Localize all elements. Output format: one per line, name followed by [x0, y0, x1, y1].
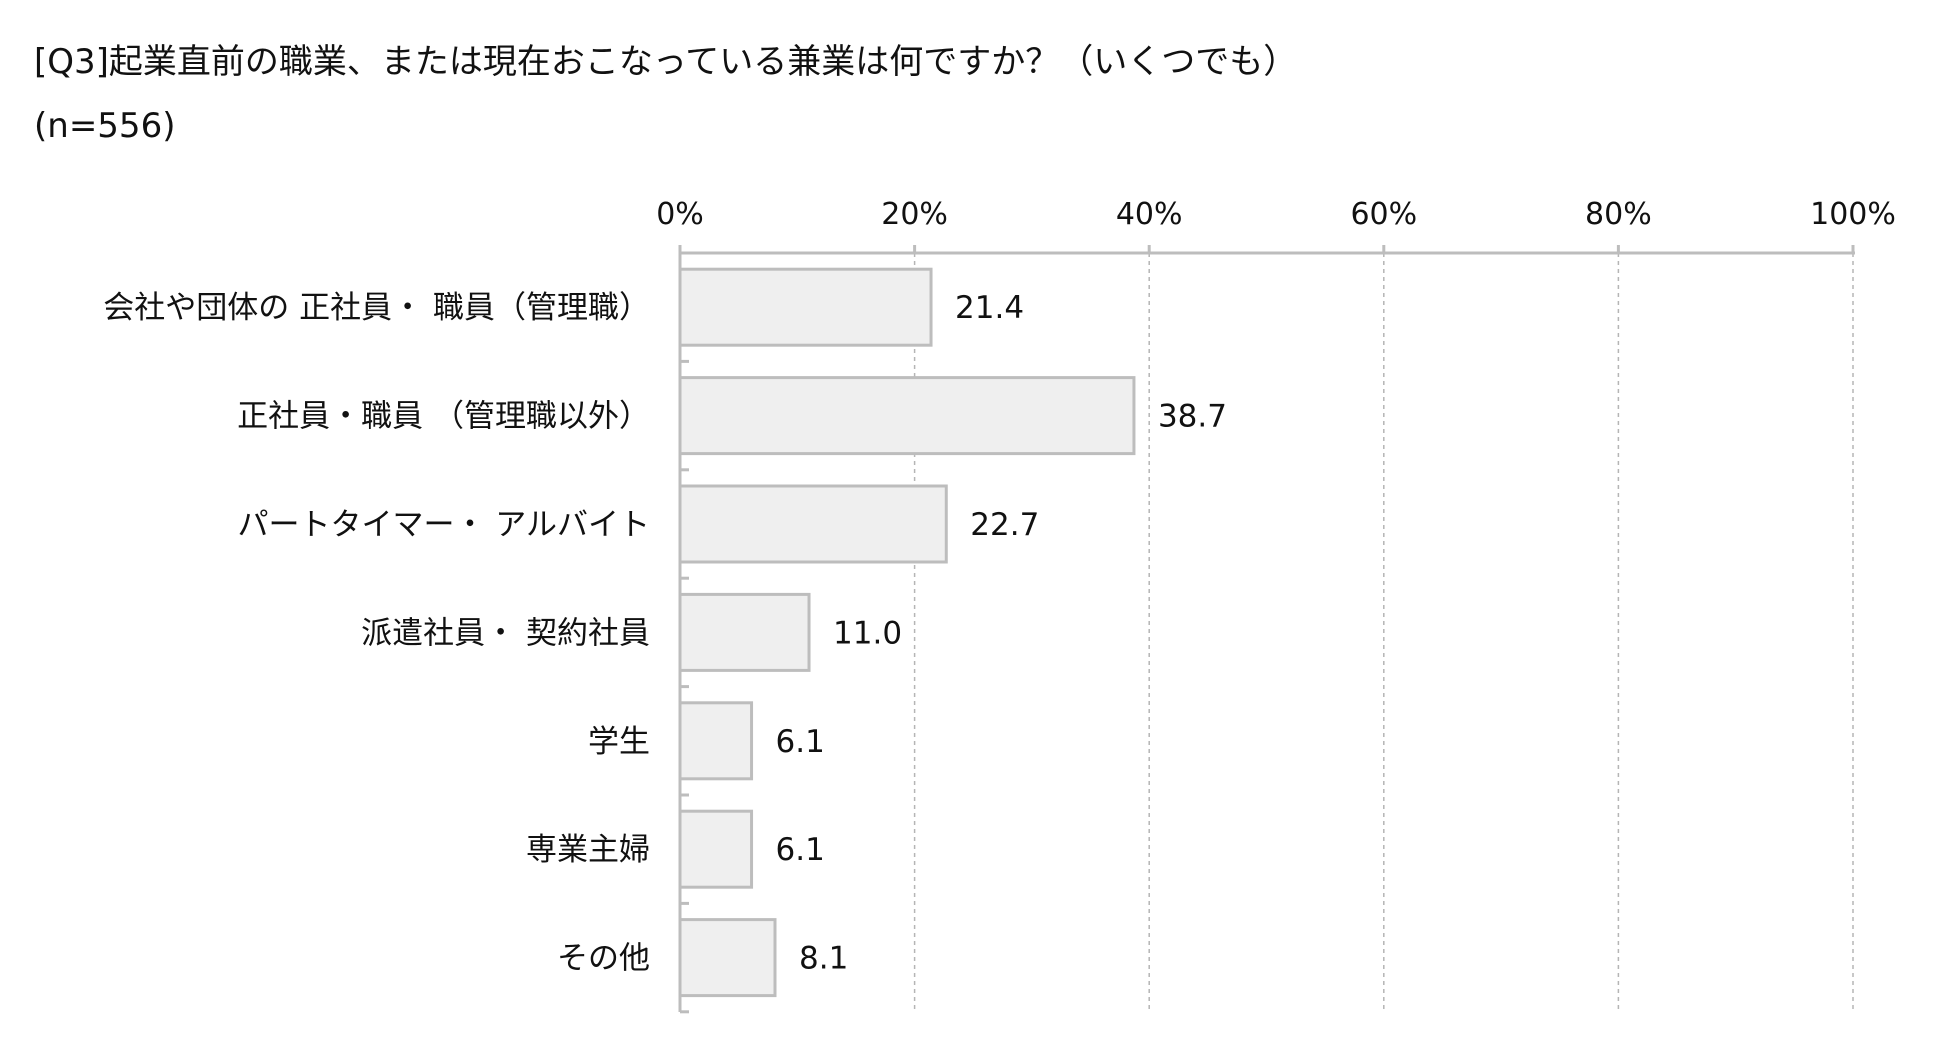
category-label: 学生 — [588, 724, 650, 760]
bar — [678, 809, 754, 889]
data-label: 22.7 — [970, 507, 1039, 543]
data-label: 6.1 — [776, 724, 825, 760]
category-label: その他 — [557, 941, 650, 977]
data-label: 11.0 — [833, 615, 902, 651]
x-tick-label: 80% — [1585, 197, 1652, 232]
category-label: 正社員・職員 （管理職以外） — [237, 399, 650, 435]
data-label: 6.1 — [776, 832, 825, 868]
gridlines — [913, 253, 1854, 1012]
category-label: パートタイマー・ アルバイト — [237, 507, 650, 543]
chart-sample-size: (n=556) — [34, 106, 176, 146]
bar — [678, 701, 754, 781]
labels: 0% 20% 40% 60% 80% 100% 21.4 会社や団体の 正社員・ 職員（管理職… — [103, 197, 1896, 977]
bar — [678, 376, 1136, 456]
bar — [678, 918, 777, 998]
category-label: 会社や団体の 正社員・ 職員（管理職） — [103, 290, 650, 326]
x-tick-label: 20% — [881, 197, 948, 232]
data-label: 8.1 — [799, 941, 848, 977]
x-tick-label: 40% — [1116, 197, 1183, 232]
category-label: 派遣社員・ 契約社員 — [361, 615, 650, 651]
x-tick-label: 100% — [1810, 197, 1896, 232]
bar — [678, 484, 948, 564]
data-label: 21.4 — [955, 290, 1024, 326]
category-label: 専業主婦 — [526, 832, 650, 868]
chart-title: [Q3]起業直前の職業、または現在おこなっている兼業は何ですか？（いくつでも） — [34, 42, 1298, 82]
data-label: 38.7 — [1158, 399, 1227, 435]
bar — [678, 267, 933, 347]
x-tick-label: 60% — [1350, 197, 1417, 232]
bars — [678, 267, 1136, 998]
bar — [678, 592, 811, 672]
x-tick-label: 0% — [656, 197, 704, 232]
